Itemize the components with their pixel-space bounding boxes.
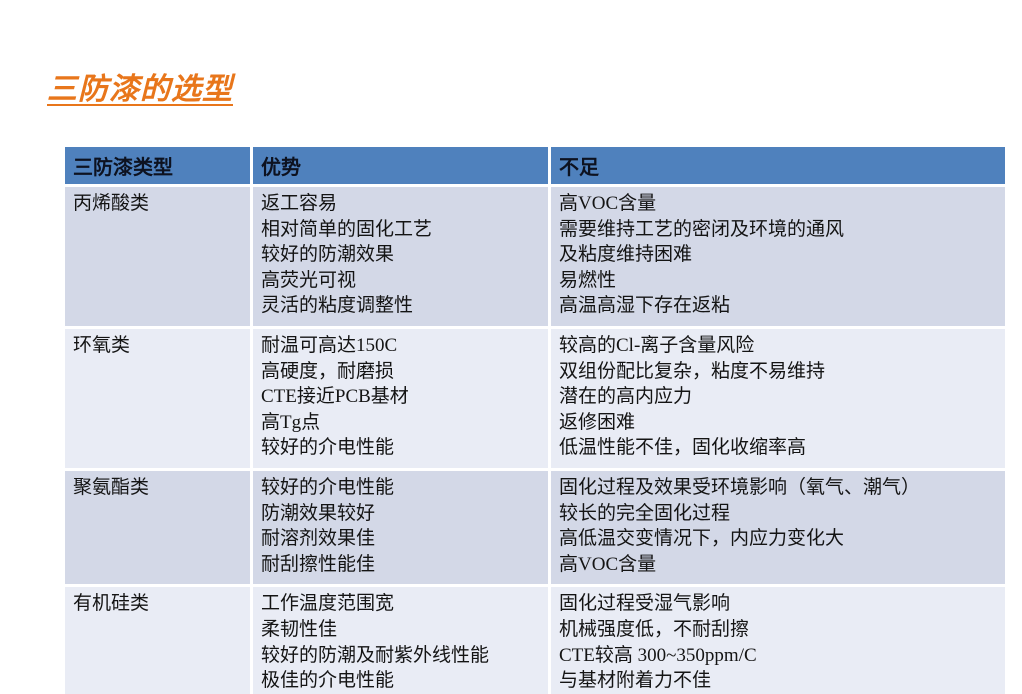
cell-type: 丙烯酸类 bbox=[62, 184, 253, 329]
cell-pros: 工作温度范围宽 柔韧性佳 较好的防潮及耐紫外线性能 极佳的介电性能 较低的表面能… bbox=[250, 584, 551, 694]
cell-type: 环氧类 bbox=[62, 325, 253, 471]
column-header-pros: 优势 bbox=[250, 144, 551, 187]
header-row: 三防漆类型 优势 不足 bbox=[62, 144, 1008, 187]
table-row-acrylic: 丙烯酸类 返工容易 相对简单的固化工艺 较好的防潮效果 高荧光可视 灵活的粘度调… bbox=[62, 184, 1008, 329]
cell-type: 有机硅类 bbox=[62, 584, 253, 694]
cell-cons: 较高的Cl-离子含量风险 双组份配比复杂，粘度不易维持 潜在的高内应力 返修困难… bbox=[548, 325, 1008, 471]
cell-pros: 耐温可高达150C 高硬度，耐磨损 CTE接近PCB基材 高Tg点 较好的介电性… bbox=[250, 325, 551, 471]
table-row-epoxy: 环氧类 耐温可高达150C 高硬度，耐磨损 CTE接近PCB基材 高Tg点 较好… bbox=[62, 325, 1008, 471]
coating-comparison-table: 三防漆类型 优势 不足 丙烯酸类 返工容易 相对简单的固化工艺 较好的防潮效果 … bbox=[62, 144, 1008, 694]
table-row-polyurethane: 聚氨酯类 较好的介电性能 防潮效果较好 耐溶剂效果佳 耐刮擦性能佳 固化过程及效… bbox=[62, 467, 1008, 588]
page-title: 三防漆的选型 bbox=[47, 73, 233, 106]
cell-pros: 返工容易 相对简单的固化工艺 较好的防潮效果 高荧光可视 灵活的粘度调整性 bbox=[250, 184, 551, 329]
cell-type: 聚氨酯类 bbox=[62, 467, 253, 588]
cell-cons: 高VOC含量 需要维持工艺的密闭及环境的通风 及粘度维持困难 易燃性 高温高湿下… bbox=[548, 184, 1008, 329]
column-header-type: 三防漆类型 bbox=[62, 144, 253, 187]
cell-cons: 固化过程受湿气影响 机械强度低，不耐刮擦 CTE较高 300~350ppm/C … bbox=[548, 584, 1008, 694]
cell-pros: 较好的介电性能 防潮效果较好 耐溶剂效果佳 耐刮擦性能佳 bbox=[250, 467, 551, 588]
column-header-cons: 不足 bbox=[548, 144, 1008, 187]
table-row-silicone: 有机硅类 工作温度范围宽 柔韧性佳 较好的防潮及耐紫外线性能 极佳的介电性能 较… bbox=[62, 584, 1008, 694]
table-header: 三防漆类型 优势 不足 bbox=[62, 144, 1008, 187]
cell-cons: 固化过程及效果受环境影响（氧气、潮气） 较长的完全固化过程 高低温交变情况下，内… bbox=[548, 467, 1008, 588]
